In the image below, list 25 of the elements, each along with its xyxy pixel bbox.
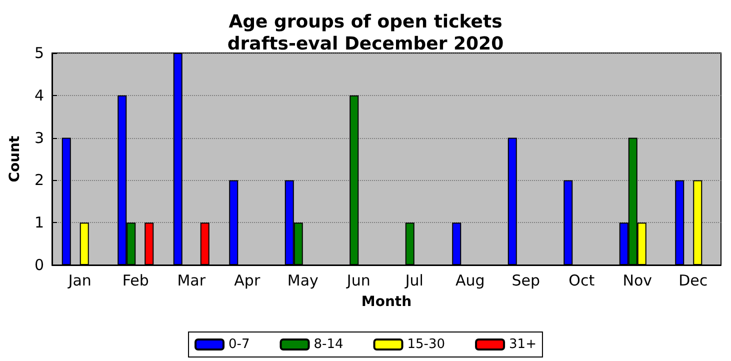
x-tick-label: Jan [67,272,92,290]
y-tick-label: 2 [34,171,44,190]
x-tick-label: Jun [346,272,370,290]
x-tick-label: Nov [622,272,652,290]
x-tick-label: Jul [404,272,424,290]
y-tick-label: 3 [34,128,44,147]
x-tick-label: Sep [512,272,540,290]
x-tick-label: Aug [455,272,485,290]
legend-label: 31+ [509,337,536,352]
x-tick-label: Feb [122,272,149,290]
y-axis-title: Count [7,135,23,182]
y-tick-label: 0 [34,256,44,274]
chart-title: Age groups of open tickets drafts-eval December 2020 [227,12,504,54]
y-tick-label: 4 [34,86,44,104]
legend-label: 15-30 [407,337,446,352]
legend-label: 8-14 [314,337,344,352]
x-tick-label: Dec [678,272,708,290]
x-tick-label: May [287,272,318,290]
x-tick-label: Apr [234,272,261,290]
y-tick-label: 5 [34,44,44,62]
x-tick-label: Oct [568,272,595,290]
x-axis-title: Month [361,294,412,310]
legend-label: 0-7 [228,337,250,352]
x-tick-label: Mar [177,272,206,290]
y-tick-label: 1 [34,214,44,232]
